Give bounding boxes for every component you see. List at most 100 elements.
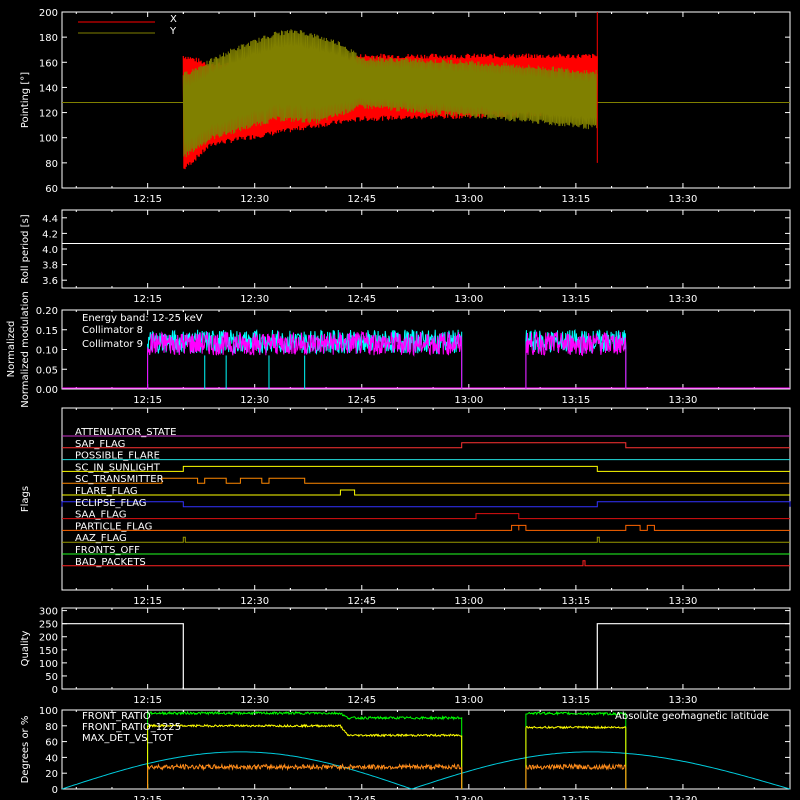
x-tick-label: 12:30 (240, 194, 269, 205)
flag-line-aaz-flag (62, 536, 790, 543)
y-axis-label: Pointing [°] (20, 72, 31, 128)
x-tick-label: 12:30 (240, 294, 269, 305)
x-tick-label: 13:15 (561, 395, 590, 406)
y-tick-label: 80 (45, 159, 58, 170)
y-tick-label: 180 (39, 33, 58, 44)
panel-frame-4 (61, 407, 791, 591)
flag-label-eclipse-flag: ECLIPSE_FLAG (75, 498, 146, 509)
y-tick-label: 0.00 (36, 385, 58, 396)
flag-label-particle-flag: PARTICLE_FLAG (75, 521, 152, 532)
y-axis-label: Normalized modulation (20, 291, 31, 408)
y-tick-label: 100 (39, 706, 58, 717)
y-tick-label: 4.2 (42, 229, 58, 240)
legend-label-y: Y (169, 26, 177, 37)
flag-label-sc-in-sunlight: SC_IN_SUNLIGHT (75, 462, 161, 473)
x-tick-label: 13:15 (561, 194, 590, 205)
x-tick-label: 13:30 (669, 695, 698, 706)
flag-line-flare-flag (62, 489, 790, 496)
front-ratio-segment-0 (147, 710, 463, 789)
y-axis-label: Roll period [s] (20, 214, 31, 283)
modulation-annotation: Energy band: 12-25 keV (82, 313, 203, 324)
y-tick-label: 4.4 (42, 214, 58, 225)
flag-line-eclipse-flag (61, 501, 791, 508)
flag-label-sap-flag: SAP_FLAG (75, 439, 125, 450)
x-tick-label: 13:30 (669, 194, 698, 205)
y-tick-label: 300 (39, 607, 58, 618)
x-tick-label: 13:15 (561, 795, 590, 800)
flag-line-sc-in-sunlight (62, 465, 790, 472)
y-tick-label: 0.15 (36, 326, 58, 337)
y-tick-label: 80 (45, 722, 58, 733)
front-ratio-segment-1 (525, 711, 627, 789)
quality-line (62, 623, 790, 690)
x-tick-label: 12:45 (347, 695, 376, 706)
y-axis-label-line1: Normalized (6, 321, 17, 378)
x-tick-label: 12:15 (133, 795, 162, 800)
flag-line-particle-flag (62, 524, 790, 531)
x-tick-label: 12:15 (133, 294, 162, 305)
y-tick-label: 160 (39, 58, 58, 69)
y-tick-label: 250 (39, 620, 58, 631)
flag-label-attenuator-state: ATTENUATOR_STATE (75, 427, 176, 438)
y-axis-label: Degrees or % (20, 716, 31, 784)
x-tick-label: 13:30 (669, 795, 698, 800)
flag-label-possible-flare: POSSIBLE_FLARE (75, 451, 160, 462)
panel-frame-5 (61, 607, 791, 690)
max-det-vs-tot-segment-1 (525, 763, 627, 789)
x-tick-label: 12:45 (347, 795, 376, 800)
x-tick-label: 12:45 (347, 596, 376, 607)
flag-label-aaz-flag: AAZ_FLAG (75, 533, 127, 544)
flag-line-bad-packets (62, 560, 790, 567)
legend-label-collimator8: Collimator 8 (82, 325, 143, 336)
max-det-vs-tot-segment-0 (147, 762, 463, 789)
y-tick-label: 0 (52, 785, 58, 796)
x-tick-label: 13:15 (561, 596, 590, 607)
legend-label-collimator9: Collimator 9 (82, 339, 143, 350)
modulation-collimator9-segment-1 (525, 331, 627, 389)
x-tick-label: 13:00 (454, 294, 483, 305)
front-ratio-1225-segment-1 (525, 725, 627, 789)
x-tick-label: 13:15 (561, 695, 590, 706)
x-tick-label: 13:30 (669, 395, 698, 406)
x-tick-label: 12:15 (133, 194, 162, 205)
y-tick-label: 3.6 (42, 276, 58, 287)
y-tick-label: 3.8 (42, 261, 58, 272)
flag-line-sap-flag (62, 442, 790, 449)
x-tick-label: 12:30 (240, 795, 269, 800)
front-ratio-1225-segment-0 (147, 723, 463, 789)
x-tick-label: 12:30 (240, 395, 269, 406)
x-tick-label: 13:15 (561, 294, 590, 305)
x-tick-label: 13:00 (454, 695, 483, 706)
y-axis-label: Quality (20, 631, 31, 667)
flag-label-flare-flag: FLARE_FLAG (75, 486, 138, 497)
geomag-latitude-label: Absolute geomagnetic latitude (615, 711, 769, 722)
y-tick-label: 120 (39, 109, 58, 120)
x-tick-label: 12:45 (347, 395, 376, 406)
y-tick-label: 60 (45, 738, 58, 749)
legend-label-x: X (170, 14, 177, 25)
x-tick-label: 12:30 (240, 596, 269, 607)
x-tick-label: 12:15 (133, 395, 162, 406)
flag-line-sc-transmitter (62, 477, 790, 484)
y-tick-label: 200 (39, 633, 58, 644)
y-tick-label: 150 (39, 646, 58, 657)
panel-frame-6 (61, 709, 791, 790)
legend-label-front-ratio: FRONT_RATIO (82, 711, 151, 722)
x-tick-label: 13:30 (669, 596, 698, 607)
x-tick-label: 13:00 (454, 596, 483, 607)
x-tick-label: 12:15 (133, 695, 162, 706)
x-tick-label: 13:30 (669, 294, 698, 305)
x-tick-label: 13:00 (454, 795, 483, 800)
y-tick-label: 50 (45, 672, 58, 683)
y-axis-label: Flags (20, 486, 31, 512)
x-tick-label: 12:45 (347, 194, 376, 205)
y-tick-label: 200 (39, 8, 58, 19)
x-tick-label: 12:45 (347, 294, 376, 305)
panel-frame-2 (61, 209, 791, 289)
y-tick-label: 0.20 (36, 306, 58, 317)
y-tick-label: 0 (52, 685, 58, 696)
x-tick-label: 12:15 (133, 596, 162, 607)
y-tick-label: 100 (39, 134, 58, 145)
y-tick-label: 140 (39, 83, 58, 94)
y-tick-label: 20 (45, 769, 58, 780)
